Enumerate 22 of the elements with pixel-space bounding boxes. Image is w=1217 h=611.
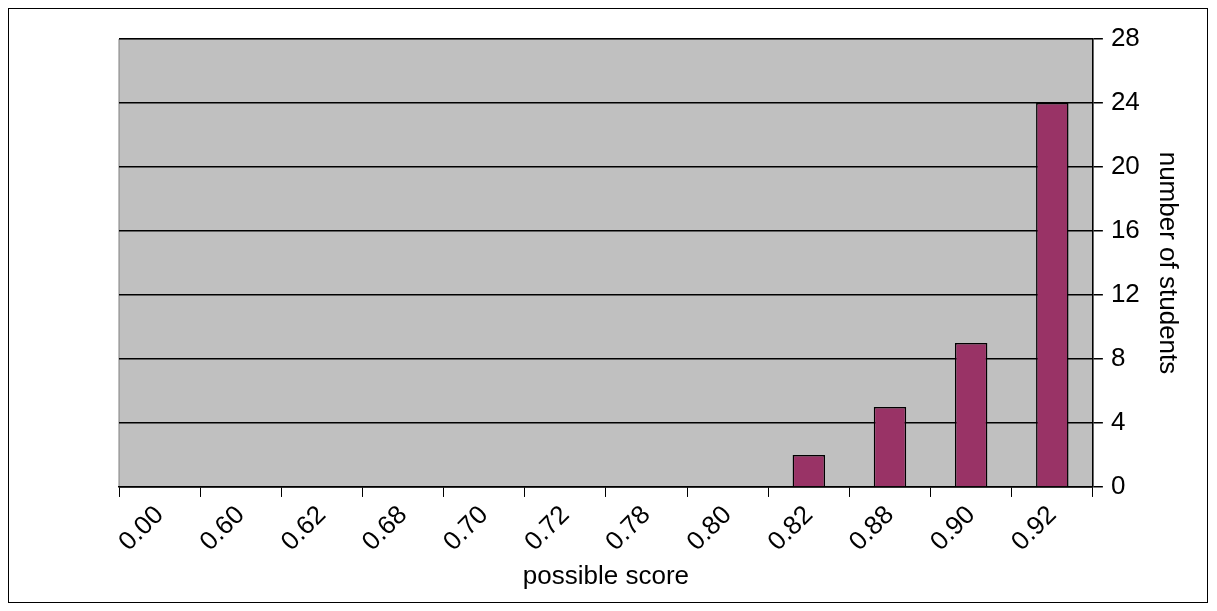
y-tick-label: 8	[1110, 342, 1126, 373]
x-tick-label: 0.82	[761, 499, 819, 557]
x-tick-label: 0.60	[193, 499, 251, 557]
x-tick-label: 0.88	[842, 499, 900, 557]
x-axis-title: possible score	[522, 559, 690, 590]
x-tick-label: 0.90	[923, 499, 981, 557]
x-tick-label: 0.78	[598, 499, 656, 557]
y-tick-label: 16	[1110, 214, 1140, 245]
x-tick-label: 0.62	[274, 499, 332, 557]
x-tick-label: 0.70	[436, 499, 494, 557]
y-tick-label: 4	[1110, 406, 1126, 437]
x-tick-label: 0.00	[111, 499, 169, 557]
x-tick-label: 0.92	[1004, 499, 1062, 557]
y-tick-label: 12	[1110, 278, 1140, 309]
y-tick-label: 28	[1110, 22, 1140, 53]
x-tick-label: 0.80	[679, 499, 737, 557]
y-tick-label: 0	[1110, 470, 1126, 501]
y-axis-title: number of students	[1154, 151, 1185, 375]
y-tick-label: 24	[1110, 86, 1140, 117]
y-tick-label: 20	[1110, 150, 1140, 181]
x-tick-label: 0.72	[517, 499, 575, 557]
x-tick-label: 0.68	[355, 499, 413, 557]
